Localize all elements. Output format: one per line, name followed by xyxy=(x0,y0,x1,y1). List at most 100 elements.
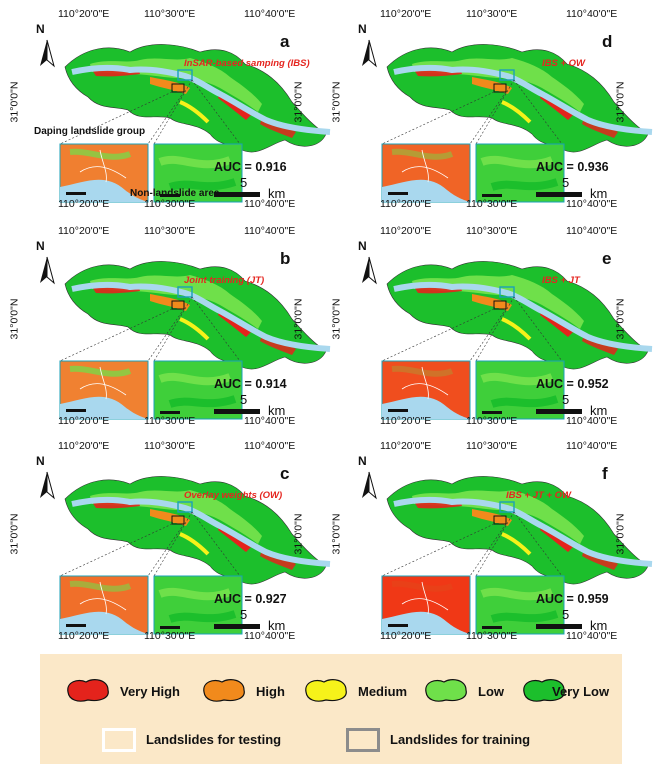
scale-bar xyxy=(214,624,260,629)
scale-unit: km xyxy=(268,403,286,418)
scale-value: 5 xyxy=(562,392,570,407)
scale-bar xyxy=(536,624,582,629)
legend-label-training: Landslides for training xyxy=(390,732,531,747)
bottom-coord-3: 110°40'0"E xyxy=(566,198,618,210)
north-arrow-icon xyxy=(362,471,377,500)
method-label: InSAR-based samping (IBS) xyxy=(184,58,310,69)
scale-value: 5 xyxy=(562,175,570,190)
map-panel-a: 110°20'0"E 110°30'0"E 110°40'0"E 31°0'0"… xyxy=(8,8,331,213)
legend-label-low: Low xyxy=(478,684,504,699)
top-coord-2: 110°30'0"E xyxy=(466,8,518,20)
auc-value: AUC = 0.916 xyxy=(214,160,287,174)
panel-letter: e xyxy=(602,249,612,268)
top-coord-3: 110°40'0"E xyxy=(244,225,296,237)
scale-bar xyxy=(536,409,582,414)
legend-swatch-medium xyxy=(305,679,347,702)
top-coord-1: 110°20'0"E xyxy=(58,225,110,237)
legend-label-very-low: Very Low xyxy=(552,684,610,699)
bottom-coord-1: 110°20'0"E xyxy=(380,198,432,210)
right-lat-label: 31°0'0"N xyxy=(292,298,305,340)
left-lat-label: 31°0'0"N xyxy=(8,298,21,340)
top-coord-3: 110°40'0"E xyxy=(566,225,618,237)
legend-swatch-very-high xyxy=(67,679,109,702)
daping-annotation: Daping landslide group xyxy=(34,126,146,137)
method-label: IBS + JT xyxy=(542,275,580,286)
top-coord-3: 110°40'0"E xyxy=(566,440,618,452)
left-lat-label: 31°0'0"N xyxy=(330,298,343,340)
bottom-coord-1: 110°20'0"E xyxy=(58,198,110,210)
legend-swatch-low xyxy=(425,679,467,702)
bottom-coord-3: 110°40'0"E xyxy=(244,415,296,427)
auc-value: AUC = 0.959 xyxy=(536,592,609,606)
left-lat-label: 31°0'0"N xyxy=(8,81,21,123)
map-panel-c: 110°20'0"E 110°30'0"E 110°40'0"E 31°0'0"… xyxy=(8,440,331,645)
method-label: IBS + OW xyxy=(542,58,586,69)
legend-label-medium: Medium xyxy=(358,684,408,699)
landslide-susceptibility-map xyxy=(381,261,653,420)
top-coord-1: 110°20'0"E xyxy=(380,440,432,452)
panel-letter: c xyxy=(280,464,290,483)
top-coord-2: 110°30'0"E xyxy=(144,225,196,237)
north-label: N xyxy=(36,239,45,253)
legend-label-very-high: Very High xyxy=(120,684,180,699)
bottom-coord-1: 110°20'0"E xyxy=(380,630,432,642)
scale-value: 5 xyxy=(240,607,248,622)
top-coord-3: 110°40'0"E xyxy=(244,440,296,452)
panel-letter: b xyxy=(280,249,291,268)
north-arrow-icon xyxy=(362,256,377,285)
scale-unit: km xyxy=(590,186,608,201)
scale-unit: km xyxy=(268,618,286,633)
right-lat-label: 31°0'0"N xyxy=(614,81,627,123)
map-panel-f: 110°20'0"E 110°30'0"E 110°40'0"E 31°0'0"… xyxy=(330,440,653,645)
method-label: Overlay weights (OW) xyxy=(184,490,283,501)
method-label: Joint training (JT) xyxy=(184,275,265,286)
right-lat-label: 31°0'0"N xyxy=(614,513,627,555)
map-panel-e: 110°20'0"E 110°30'0"E 110°40'0"E 31°0'0"… xyxy=(330,225,653,430)
landslide-susceptibility-map xyxy=(59,44,331,203)
right-lat-label: 31°0'0"N xyxy=(614,298,627,340)
bottom-coord-1: 110°20'0"E xyxy=(58,415,110,427)
left-lat-label: 31°0'0"N xyxy=(8,513,21,555)
north-arrow-icon xyxy=(40,256,55,285)
scale-unit: km xyxy=(268,186,286,201)
top-coord-2: 110°30'0"E xyxy=(466,440,518,452)
top-coord-3: 110°40'0"E xyxy=(566,8,618,20)
top-coord-1: 110°20'0"E xyxy=(58,440,110,452)
landslide-susceptibility-map xyxy=(381,476,653,635)
legend-testing-box xyxy=(102,728,136,752)
map-panel-b: 110°20'0"E 110°30'0"E 110°40'0"E 31°0'0"… xyxy=(8,225,331,430)
bottom-coord-2: 110°30'0"E xyxy=(144,415,196,427)
north-label: N xyxy=(358,22,367,36)
bottom-coord-3: 110°40'0"E xyxy=(244,630,296,642)
panel-letter: d xyxy=(602,32,613,51)
right-lat-label: 31°0'0"N xyxy=(292,81,305,123)
scale-bar xyxy=(214,409,260,414)
top-coord-1: 110°20'0"E xyxy=(58,8,110,20)
landslide-susceptibility-map xyxy=(381,44,653,203)
landslide-susceptibility-map xyxy=(59,476,331,635)
north-label: N xyxy=(358,454,367,468)
left-lat-label: 31°0'0"N xyxy=(330,513,343,555)
legend-training-box xyxy=(346,728,380,752)
scale-bar xyxy=(536,192,582,197)
scale-unit: km xyxy=(590,618,608,633)
method-label: IBS + JT + OW xyxy=(506,490,571,501)
bottom-coord-1: 110°20'0"E xyxy=(58,630,110,642)
right-lat-label: 31°0'0"N xyxy=(292,513,305,555)
panel-letter: a xyxy=(280,32,290,51)
top-coord-2: 110°30'0"E xyxy=(466,225,518,237)
scale-unit: km xyxy=(590,403,608,418)
map-panel-d: 110°20'0"E 110°30'0"E 110°40'0"E 31°0'0"… xyxy=(330,8,653,213)
north-label: N xyxy=(36,454,45,468)
bottom-coord-3: 110°40'0"E xyxy=(244,198,296,210)
legend: Very High High Medium Low Very Low Lands… xyxy=(40,654,622,764)
top-coord-2: 110°30'0"E xyxy=(144,440,196,452)
bottom-coord-2: 110°30'0"E xyxy=(466,415,518,427)
bottom-coord-1: 110°20'0"E xyxy=(380,415,432,427)
scale-value: 5 xyxy=(240,392,248,407)
legend-swatch-very-low xyxy=(523,679,565,702)
landslide-susceptibility-map xyxy=(59,261,331,420)
bottom-coord-3: 110°40'0"E xyxy=(566,415,618,427)
bottom-coord-2: 110°30'0"E xyxy=(466,198,518,210)
top-coord-1: 110°20'0"E xyxy=(380,225,432,237)
